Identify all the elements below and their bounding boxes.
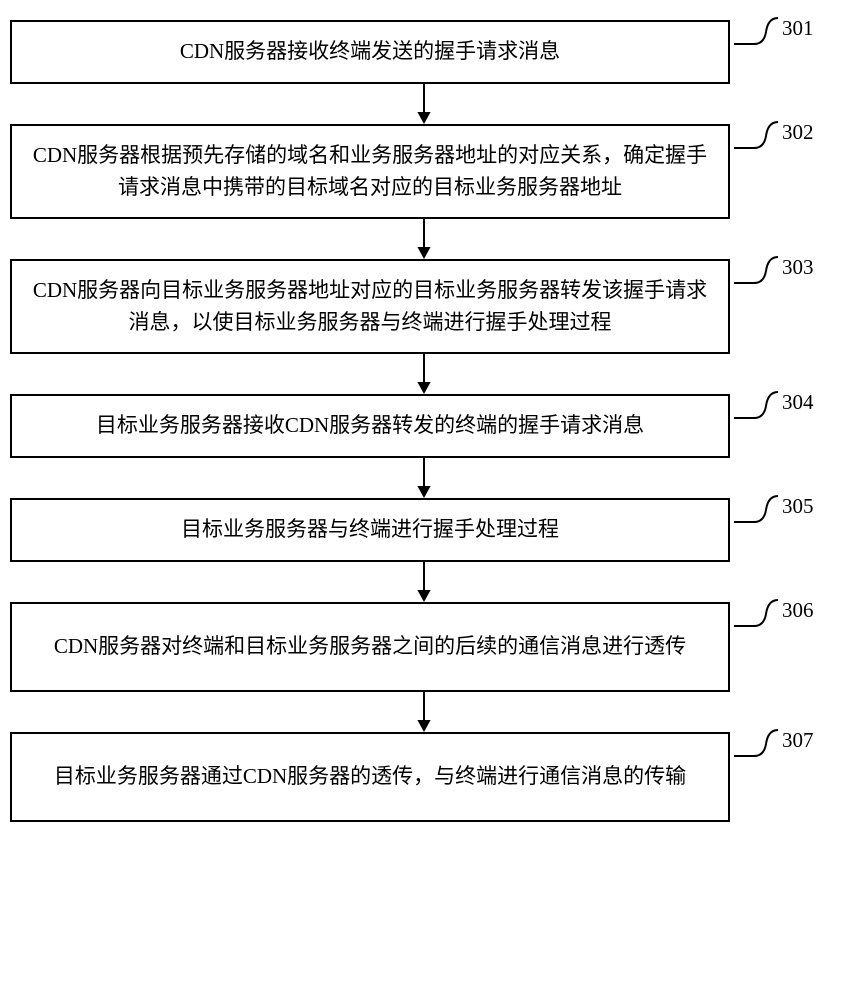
flow-box: 目标业务服务器与终端进行握手处理过程 xyxy=(10,498,730,562)
step-number: 305 xyxy=(782,492,814,519)
step-number: 307 xyxy=(782,726,814,753)
step-number: 302 xyxy=(782,118,814,145)
flow-step: 目标业务服务器通过CDN服务器的透传，与终端进行通信消息的传输307 xyxy=(10,732,838,822)
flowchart-container: CDN服务器接收终端发送的握手请求消息301 CDN服务器根据预先存储的域名和业务… xyxy=(10,20,838,822)
step-label-connector: 305 xyxy=(734,492,814,526)
flow-step: CDN服务器对终端和目标业务服务器之间的后续的通信消息进行透传306 xyxy=(10,602,838,692)
step-label-connector: 303 xyxy=(734,253,814,287)
flow-box: CDN服务器向目标业务服务器地址对应的目标业务服务器转发该握手请求消息，以使目标… xyxy=(10,259,730,354)
flow-arrow xyxy=(64,84,784,124)
step-label-connector: 301 xyxy=(734,14,814,48)
flow-box: 目标业务服务器接收CDN服务器转发的终端的握手请求消息 xyxy=(10,394,730,458)
flow-arrow xyxy=(64,562,784,602)
flow-arrow xyxy=(64,219,784,259)
step-number: 301 xyxy=(782,14,814,41)
step-number: 303 xyxy=(782,253,814,280)
flow-box: CDN服务器根据预先存储的域名和业务服务器地址的对应关系，确定握手请求消息中携带… xyxy=(10,124,730,219)
flow-step: 目标业务服务器与终端进行握手处理过程305 xyxy=(10,498,838,562)
step-label-connector: 304 xyxy=(734,388,814,422)
step-number: 304 xyxy=(782,388,814,415)
flow-box: CDN服务器接收终端发送的握手请求消息 xyxy=(10,20,730,84)
flow-box: CDN服务器对终端和目标业务服务器之间的后续的通信消息进行透传 xyxy=(10,602,730,692)
step-label-connector: 307 xyxy=(734,726,814,760)
flow-box: 目标业务服务器通过CDN服务器的透传，与终端进行通信消息的传输 xyxy=(10,732,730,822)
flow-arrow xyxy=(64,692,784,732)
flow-step: 目标业务服务器接收CDN服务器转发的终端的握手请求消息304 xyxy=(10,394,838,458)
step-number: 306 xyxy=(782,596,814,623)
step-label-connector: 302 xyxy=(734,118,814,152)
flow-step: CDN服务器接收终端发送的握手请求消息301 xyxy=(10,20,838,84)
flow-arrow xyxy=(64,354,784,394)
flow-step: CDN服务器根据预先存储的域名和业务服务器地址的对应关系，确定握手请求消息中携带… xyxy=(10,124,838,219)
flow-step: CDN服务器向目标业务服务器地址对应的目标业务服务器转发该握手请求消息，以使目标… xyxy=(10,259,838,354)
step-label-connector: 306 xyxy=(734,596,814,630)
flow-arrow xyxy=(64,458,784,498)
